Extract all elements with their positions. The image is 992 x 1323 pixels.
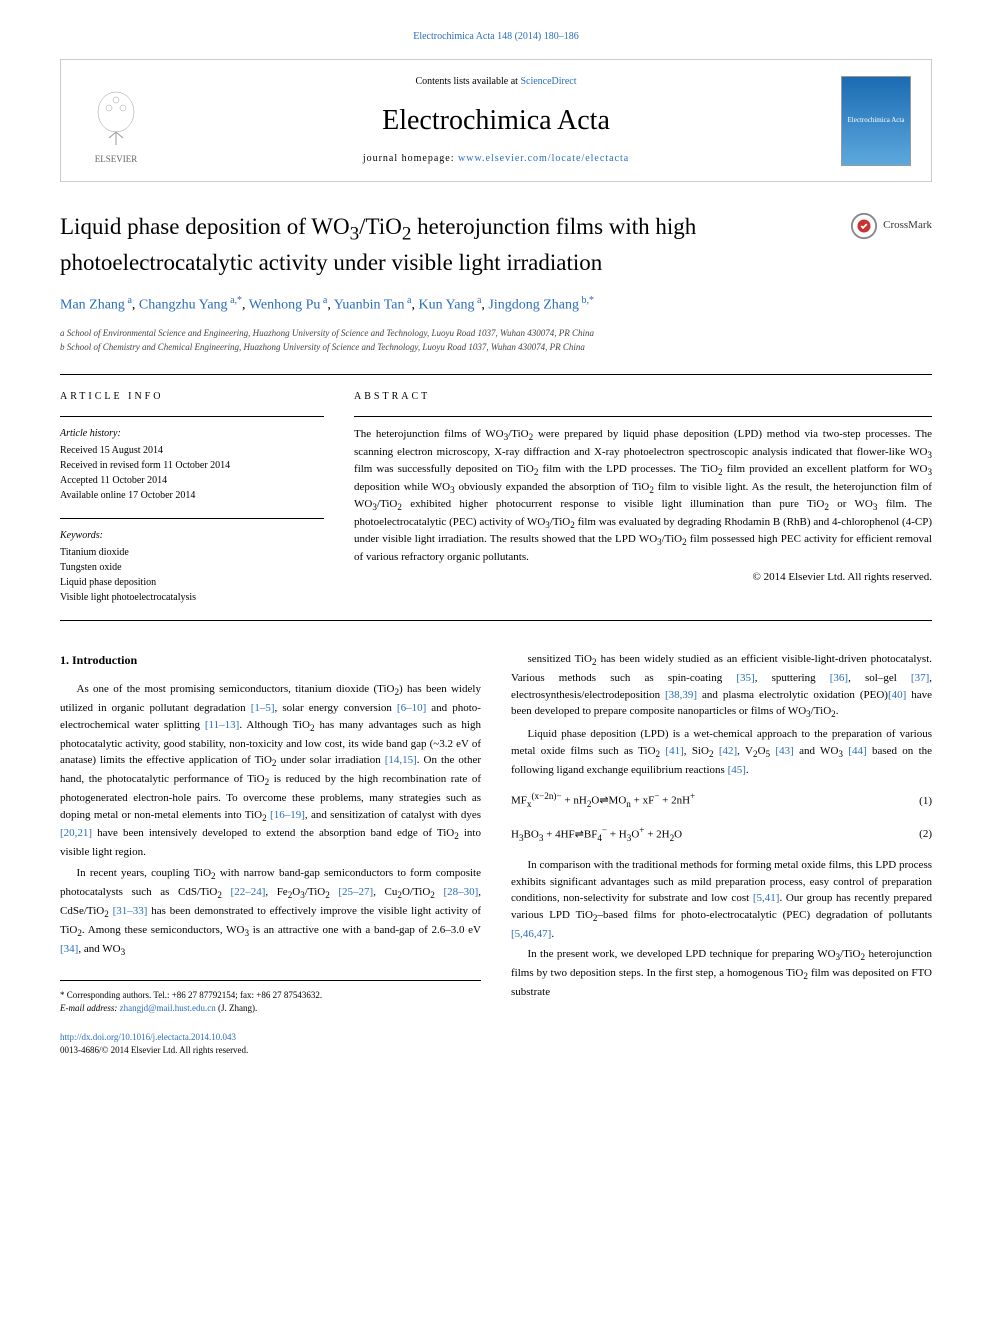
author-name: Wenhong Pu	[249, 297, 321, 312]
citation-link[interactable]: Electrochimica Acta 148 (2014) 180–186	[413, 31, 579, 42]
body-left-column: 1. Introduction As one of the most promi…	[60, 651, 481, 1057]
author-name: Man Zhang	[60, 297, 125, 312]
author-affil-sup: b,*	[579, 295, 594, 306]
equation-formula: H3BO3 + 4HF⇌BF4− + H3O+ + 2H2O	[511, 824, 682, 846]
body-paragraph: Liquid phase deposition (LPD) is a wet-c…	[511, 726, 932, 778]
author-affil-sup: a	[125, 295, 132, 306]
article-title: Liquid phase deposition of WO3/TiO2 hete…	[60, 212, 850, 277]
journal-center: Contents lists available at ScienceDirec…	[151, 75, 841, 166]
author-name: Yuanbin Tan	[334, 297, 405, 312]
abstract-text: The heterojunction films of WO3/TiO2 wer…	[354, 427, 932, 565]
abstract-copyright: © 2014 Elsevier Ltd. All rights reserved…	[354, 570, 932, 585]
author-affil-sup: a	[474, 295, 481, 306]
email-label: E-mail address:	[60, 1003, 117, 1013]
journal-header: ELSEVIER Contents lists available at Sci…	[60, 59, 932, 182]
body-paragraph: In recent years, coupling TiO2 with narr…	[60, 865, 481, 960]
author-affil-sup: a	[405, 295, 412, 306]
affiliation-line: b School of Chemistry and Chemical Engin…	[60, 341, 932, 355]
body-right-column: sensitized TiO2 has been widely studied …	[511, 651, 932, 1057]
history-heading: Article history:	[60, 427, 324, 441]
section-heading: 1. Introduction	[60, 651, 481, 669]
body-paragraph: In comparison with the traditional metho…	[511, 857, 932, 942]
keyword-line: Titanium dioxide	[60, 545, 324, 560]
journal-title: Electrochimica Acta	[151, 101, 841, 140]
doi-link[interactable]: http://dx.doi.org/10.1016/j.electacta.20…	[60, 1032, 236, 1042]
author-affil-sup: a	[320, 295, 327, 306]
equation-number: (1)	[919, 793, 932, 810]
journal-cover-thumb: Electrochimica Acta	[841, 76, 911, 166]
affiliations: a School of Environmental Science and En…	[60, 327, 932, 354]
citation-header: Electrochimica Acta 148 (2014) 180–186	[60, 30, 932, 44]
article-info-heading: ARTICLE INFO	[60, 390, 324, 404]
equation-row: H3BO3 + 4HF⇌BF4− + H3O+ + 2H2O (2)	[511, 824, 932, 846]
affiliation-line: a School of Environmental Science and En…	[60, 327, 932, 341]
history-line: Available online 17 October 2014	[60, 488, 324, 503]
body-paragraph: As one of the most promising semiconduct…	[60, 681, 481, 861]
sciencedirect-link[interactable]: ScienceDirect	[520, 76, 576, 87]
author-name: Kun Yang	[418, 297, 474, 312]
author-name: Jingdong Zhang	[488, 297, 579, 312]
equation-row: MFx(x−2n)− + nH2O⇌MOn + xF− + 2nH+ (1)	[511, 790, 932, 812]
issn-copyright: 0013-4686/© 2014 Elsevier Ltd. All right…	[60, 1045, 248, 1055]
keywords-heading: Keywords:	[60, 529, 324, 543]
doi-section: http://dx.doi.org/10.1016/j.electacta.20…	[60, 1031, 481, 1058]
keywords-list: Titanium dioxideTungsten oxideLiquid pha…	[60, 545, 324, 605]
journal-homepage: journal homepage: www.elsevier.com/locat…	[151, 152, 841, 166]
history-line: Received 15 August 2014	[60, 443, 324, 458]
keyword-line: Visible light photoelectrocatalysis	[60, 590, 324, 605]
authors-list: Man Zhang a, Changzhu Yang a,*, Wenhong …	[60, 293, 932, 316]
elsevier-logo: ELSEVIER	[81, 76, 151, 166]
homepage-link[interactable]: www.elsevier.com/locate/electacta	[458, 153, 629, 164]
correspondence-text: * Corresponding authors. Tel.: +86 27 87…	[60, 989, 481, 1003]
body-paragraph: sensitized TiO2 has been widely studied …	[511, 651, 932, 722]
history-line: Accepted 11 October 2014	[60, 473, 324, 488]
equation-number: (2)	[919, 826, 932, 843]
author-name: Changzhu Yang	[139, 297, 228, 312]
history-line: Received in revised form 11 October 2014	[60, 458, 324, 473]
crossmark-icon	[850, 212, 878, 240]
email-suffix: (J. Zhang).	[218, 1003, 257, 1013]
abstract-heading: ABSTRACT	[354, 390, 932, 404]
crossmark-badge[interactable]: CrossMark	[850, 212, 932, 240]
article-info-column: ARTICLE INFO Article history: Received 1…	[60, 375, 339, 620]
author-affil-sup: a,*	[228, 295, 242, 306]
contents-available: Contents lists available at ScienceDirec…	[151, 75, 841, 89]
keyword-line: Tungsten oxide	[60, 560, 324, 575]
correspondence-footer: * Corresponding authors. Tel.: +86 27 87…	[60, 980, 481, 1016]
correspondence-email-link[interactable]: zhangjd@mail.hust.edu.cn	[120, 1003, 216, 1013]
keyword-line: Liquid phase deposition	[60, 575, 324, 590]
elsevier-tree-icon	[91, 90, 141, 150]
body-paragraph: In the present work, we developed LPD te…	[511, 946, 932, 1000]
abstract-column: ABSTRACT The heterojunction films of WO3…	[339, 375, 932, 620]
equation-formula: MFx(x−2n)− + nH2O⇌MOn + xF− + 2nH+	[511, 790, 695, 812]
history-list: Received 15 August 2014Received in revis…	[60, 443, 324, 503]
